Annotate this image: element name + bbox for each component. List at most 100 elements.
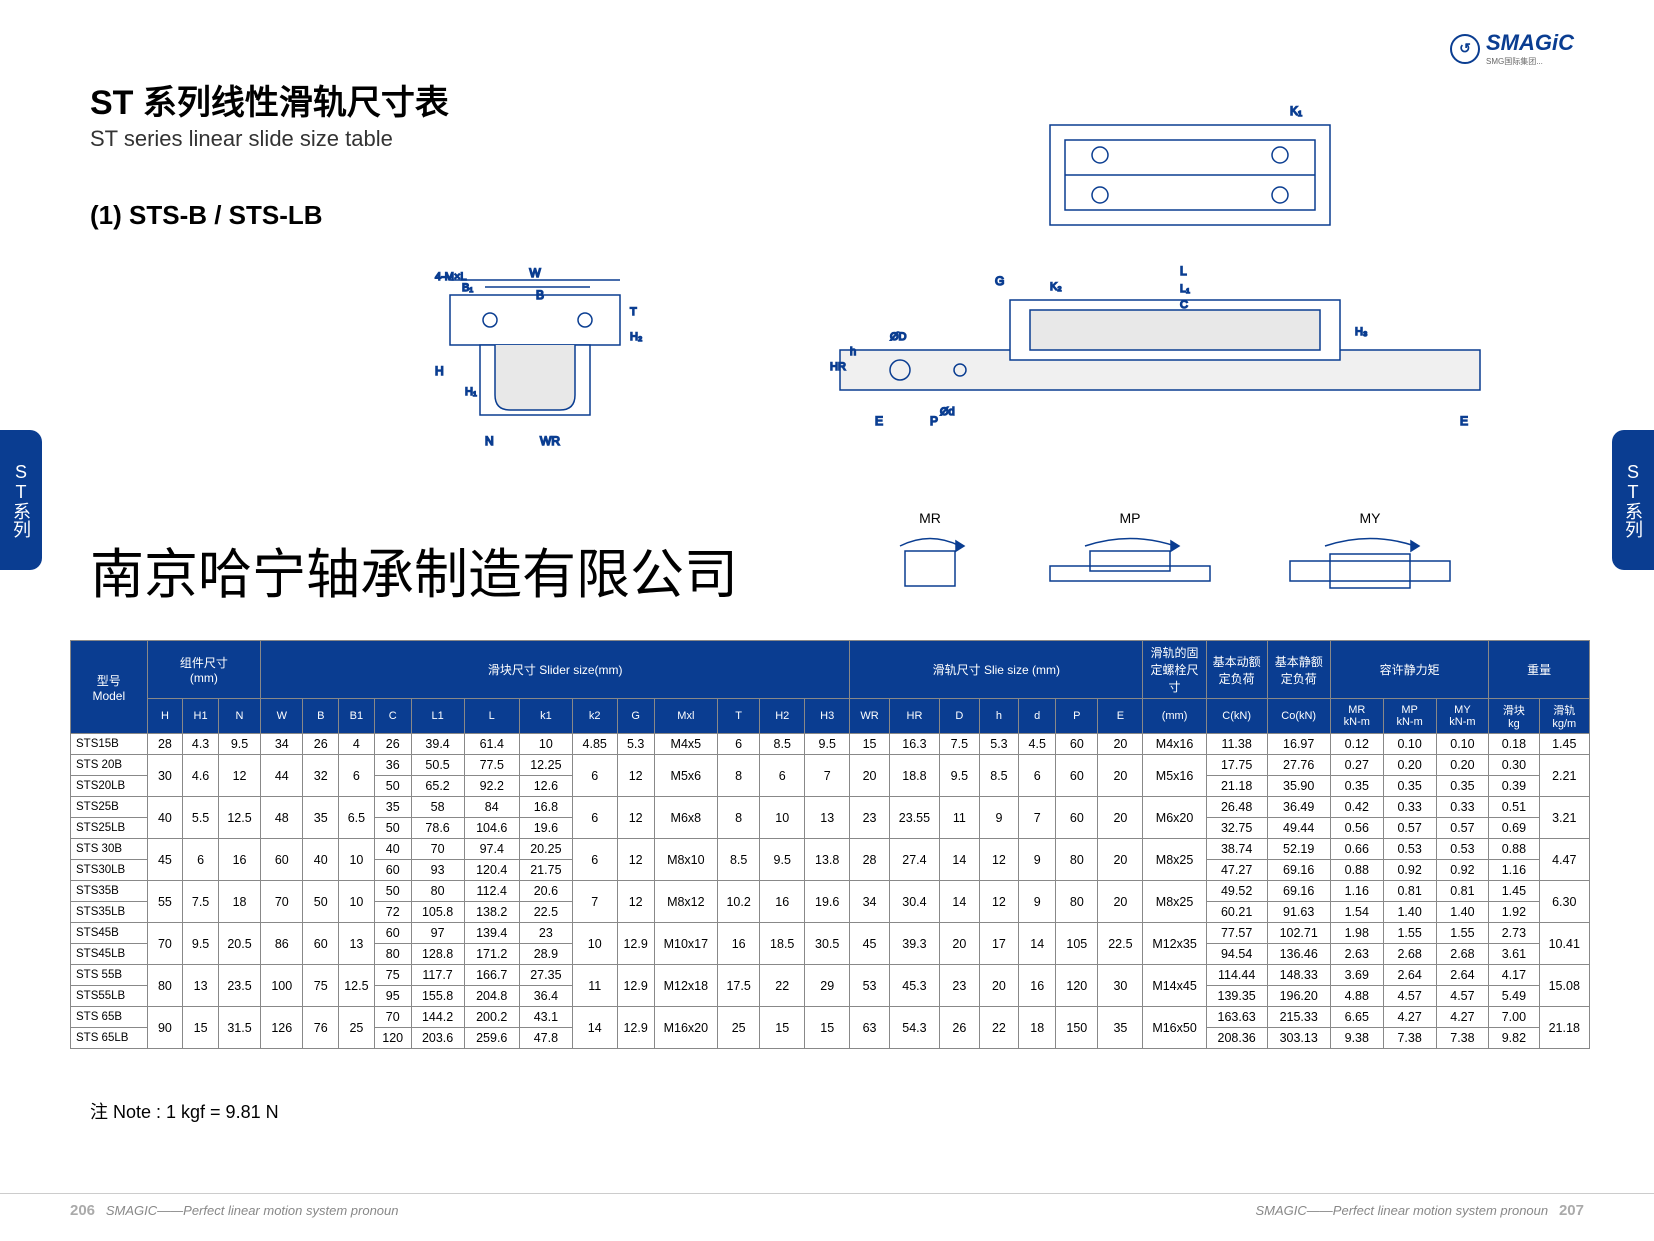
logo-icon: ↺ <box>1450 34 1480 64</box>
data-cell: 9.5 <box>218 734 260 755</box>
data-cell: 60 <box>1056 734 1098 755</box>
moment-mr: MR <box>880 510 980 599</box>
data-cell: 43.1 <box>519 1007 572 1028</box>
data-cell: 63 <box>850 1007 890 1049</box>
data-cell: 6 <box>718 734 760 755</box>
data-cell: 126 <box>261 1007 303 1049</box>
data-cell: 148.33 <box>1267 965 1330 986</box>
data-cell: 60 <box>261 839 303 881</box>
data-cell: 20 <box>979 965 1019 1007</box>
data-cell: 34 <box>850 881 890 923</box>
data-cell: 49.44 <box>1267 818 1330 839</box>
data-cell: 7 <box>1019 797 1056 839</box>
data-cell: 23.55 <box>889 797 939 839</box>
svg-text:N: N <box>485 434 494 448</box>
model-cell: STS45LB <box>71 944 148 965</box>
data-cell: 2.64 <box>1436 965 1489 986</box>
header-group: 滑轨的固定螺栓尺寸 <box>1143 641 1206 699</box>
table-row: STS15B284.39.5342642639.461.4104.855.3M4… <box>71 734 1590 755</box>
data-cell: 12 <box>617 839 654 881</box>
data-cell: 70 <box>261 881 303 923</box>
data-cell: 70 <box>411 839 464 860</box>
col-header: MPkN-m <box>1383 699 1436 734</box>
svg-text:H: H <box>435 364 444 378</box>
footer-text-left: SMAGIC——Perfect linear motion system pro… <box>106 1203 399 1218</box>
table-row: STS35B557.5187050105080112.420.6712M8x12… <box>71 881 1590 902</box>
data-cell: 0.92 <box>1383 860 1436 881</box>
header-group: 基本动额定负荷 <box>1206 641 1267 699</box>
data-cell: 97 <box>411 923 464 944</box>
data-cell: 60 <box>1056 755 1098 797</box>
data-cell: 80 <box>411 881 464 902</box>
data-cell: 17.5 <box>718 965 760 1007</box>
data-cell: 114.44 <box>1206 965 1267 986</box>
data-cell: 60 <box>1056 797 1098 839</box>
data-cell: 6 <box>760 755 805 797</box>
header-group: 滑轨尺寸 Slie size (mm) <box>850 641 1143 699</box>
data-cell: 16.3 <box>889 734 939 755</box>
data-cell: 50 <box>303 881 339 923</box>
col-header: B1 <box>339 699 375 734</box>
data-cell: 117.7 <box>411 965 464 986</box>
data-cell: 2.21 <box>1539 755 1590 797</box>
table-row: STS25B405.512.548356.535588416.8612M6x88… <box>71 797 1590 818</box>
side-tab-left: ST系列 <box>0 430 42 570</box>
col-header: h <box>979 699 1019 734</box>
data-cell: 10.2 <box>718 881 760 923</box>
model-cell: STS 65LB <box>71 1028 148 1049</box>
svg-text:H₂: H₂ <box>630 331 642 343</box>
data-cell: 20.5 <box>218 923 260 965</box>
data-cell: 120.4 <box>464 860 519 881</box>
data-cell: 54.3 <box>889 1007 939 1049</box>
data-cell: 38.74 <box>1206 839 1267 860</box>
moment-my: MY <box>1280 510 1460 599</box>
data-cell: 35.90 <box>1267 776 1330 797</box>
data-cell: 6 <box>339 755 375 797</box>
table-row: STS 55B801323.51007512.575117.7166.727.3… <box>71 965 1590 986</box>
data-cell: 20 <box>1098 881 1143 923</box>
top-view-diagram: K₁ <box>1010 95 1370 255</box>
header-group: 基本静额定负荷 <box>1267 641 1330 699</box>
data-cell: 2.64 <box>1383 965 1436 986</box>
data-cell: 11 <box>572 965 617 1007</box>
data-cell: 28 <box>147 734 183 755</box>
data-cell: 8.5 <box>718 839 760 881</box>
data-cell: 34 <box>261 734 303 755</box>
svg-text:H₃: H₃ <box>1355 326 1367 338</box>
data-cell: M5x16 <box>1143 755 1206 797</box>
svg-text:C: C <box>1180 299 1188 311</box>
header-group: 容许静力矩 <box>1330 641 1488 699</box>
data-cell: 0.81 <box>1383 881 1436 902</box>
col-header: T <box>718 699 760 734</box>
data-cell: 14 <box>572 1007 617 1049</box>
svg-text:K₁: K₁ <box>1290 104 1302 118</box>
data-cell: 45 <box>147 839 183 881</box>
data-cell: 0.18 <box>1489 734 1539 755</box>
header-group: 型号Model <box>71 641 148 734</box>
model-cell: STS35B <box>71 881 148 902</box>
data-cell: 303.13 <box>1267 1028 1330 1049</box>
data-cell: 60 <box>374 923 411 944</box>
data-cell: 32 <box>303 755 339 797</box>
spec-table-wrap: 型号Model组件尺寸(mm)滑块尺寸 Slider size(mm)滑轨尺寸 … <box>70 640 1590 1049</box>
data-cell: 4.17 <box>1489 965 1539 986</box>
data-cell: M10x17 <box>654 923 717 965</box>
data-cell: M12x18 <box>654 965 717 1007</box>
col-header: N <box>218 699 260 734</box>
data-cell: 2.68 <box>1383 944 1436 965</box>
model-cell: STS30LB <box>71 860 148 881</box>
logo-text: SMAGiC <box>1486 30 1574 56</box>
data-cell: 7.5 <box>940 734 980 755</box>
data-cell: 50 <box>374 818 411 839</box>
data-cell: 3.61 <box>1489 944 1539 965</box>
model-cell: STS45B <box>71 923 148 944</box>
page-left: 206 <box>70 1202 95 1219</box>
data-cell: 78.6 <box>411 818 464 839</box>
data-cell: 97.4 <box>464 839 519 860</box>
data-cell: 28 <box>850 839 890 881</box>
data-cell: 26 <box>940 1007 980 1049</box>
data-cell: M8x25 <box>1143 881 1206 923</box>
data-cell: 52.19 <box>1267 839 1330 860</box>
data-cell: 22 <box>979 1007 1019 1049</box>
data-cell: 19.6 <box>519 818 572 839</box>
